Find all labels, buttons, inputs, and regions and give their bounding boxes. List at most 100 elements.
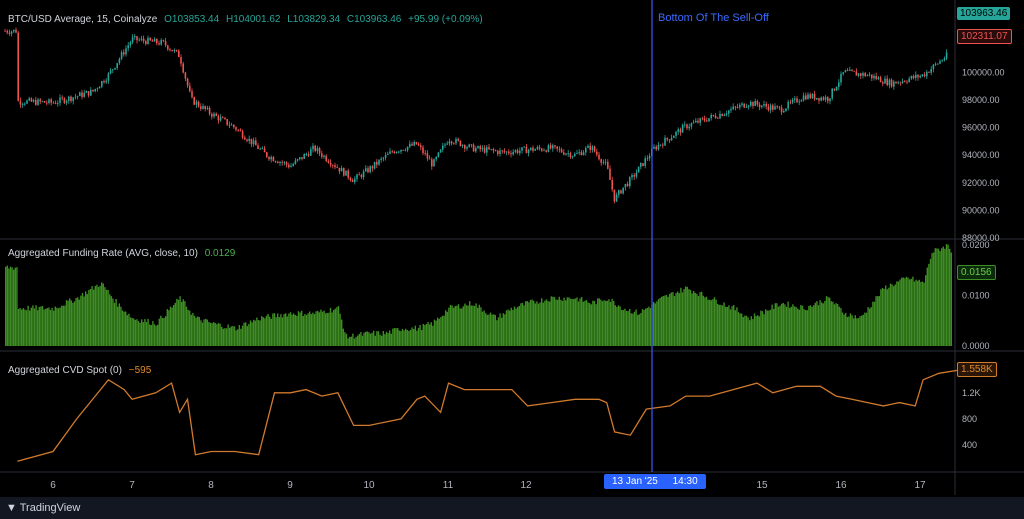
price-candle-body	[767, 106, 770, 111]
price-candle-body	[409, 143, 411, 147]
funding-bar	[813, 305, 815, 346]
funding-bar	[46, 307, 48, 346]
funding-bar	[213, 322, 215, 346]
funding-bar	[854, 315, 856, 346]
cvd-axis-tick: 1.2K	[962, 388, 981, 398]
funding-bar	[941, 248, 943, 346]
funding-bar	[185, 306, 188, 346]
funding-bar	[472, 305, 474, 346]
price-candle-body	[747, 105, 750, 107]
price-candle-body	[477, 146, 479, 149]
funding-bar	[142, 322, 144, 346]
funding-bar	[600, 299, 602, 346]
funding-bar	[888, 287, 890, 346]
funding-bar	[630, 313, 632, 346]
funding-bar	[277, 313, 279, 346]
price-candle-body	[604, 161, 607, 163]
funding-bar	[725, 306, 727, 346]
price-candle-body	[270, 157, 272, 160]
funding-bar	[574, 298, 576, 346]
price-candle-body	[719, 113, 721, 119]
funding-bar	[381, 335, 383, 346]
funding-bar	[638, 314, 640, 346]
funding-bar	[464, 303, 466, 346]
price-candle-body	[688, 126, 690, 129]
price-candle-body	[734, 106, 737, 108]
funding-bar	[376, 331, 378, 346]
funding-bar	[907, 277, 909, 346]
funding-bar	[317, 310, 319, 346]
price-candle-body	[505, 151, 508, 153]
funding-bar	[520, 303, 522, 346]
funding-bar	[157, 324, 159, 346]
price-candle-body	[875, 75, 877, 79]
price-candle-body	[765, 104, 767, 107]
funding-bar	[723, 302, 725, 346]
funding-bar	[747, 317, 749, 346]
funding-bar	[801, 305, 804, 346]
funding-bar	[6, 265, 8, 346]
funding-bar	[216, 324, 218, 346]
price-candle-body	[274, 161, 277, 162]
funding-bar	[273, 313, 276, 346]
funding-bar	[549, 301, 551, 346]
funding-bar	[171, 307, 173, 346]
price-candle-body	[587, 145, 589, 148]
price-candle-body	[336, 167, 338, 168]
price-candle-body	[475, 148, 477, 152]
price-candle-body	[70, 96, 72, 102]
price-candle-body	[530, 147, 532, 150]
price-candle-body	[917, 74, 919, 78]
price-candle-body	[426, 153, 429, 159]
price-candle-body	[791, 99, 794, 103]
funding-bar	[366, 331, 368, 346]
price-candle-body	[538, 147, 541, 149]
funding-bar	[321, 311, 324, 346]
funding-bar	[30, 307, 32, 346]
price-candle-body	[554, 145, 556, 147]
funding-bar	[846, 317, 848, 346]
funding-bar	[761, 311, 764, 346]
funding-bar	[281, 317, 284, 346]
funding-bar	[233, 326, 236, 346]
funding-bar	[227, 324, 229, 346]
price-candle-body	[288, 164, 290, 168]
price-candle-body	[578, 152, 580, 154]
funding-bar	[304, 314, 306, 346]
price-candle-body	[831, 88, 833, 99]
funding-bar	[160, 315, 162, 346]
funding-bar	[614, 305, 616, 346]
cvd-legend: Aggregated CVD Spot (0) −595	[8, 365, 155, 376]
funding-bar	[643, 309, 645, 346]
funding-bar	[264, 318, 266, 346]
price-candle-body	[591, 146, 594, 150]
funding-bar	[145, 322, 148, 346]
funding-bar	[81, 292, 84, 346]
funding-bar	[563, 297, 565, 346]
price-candle-body	[503, 150, 506, 153]
funding-bar	[704, 297, 706, 346]
funding-bar	[664, 295, 666, 346]
funding-bar	[310, 314, 312, 346]
funding-bar	[950, 252, 952, 346]
funding-bar	[205, 318, 207, 346]
price-candle-body	[41, 101, 44, 103]
price-candle-body	[239, 129, 242, 132]
price-candle-body	[912, 76, 915, 78]
price-candle-body	[721, 113, 723, 116]
funding-bar	[742, 317, 744, 346]
price-candle-body	[310, 149, 312, 156]
funding-bar	[576, 297, 578, 346]
funding-bar	[627, 311, 629, 346]
funding-bar	[11, 267, 13, 346]
price-candle-body	[646, 158, 649, 160]
funding-bar	[309, 311, 311, 346]
funding-bar	[123, 311, 125, 346]
funding-bar	[733, 305, 735, 346]
funding-bar	[526, 301, 528, 346]
funding-bar	[835, 303, 837, 346]
funding-bar	[832, 301, 834, 346]
funding-bar	[349, 336, 351, 346]
funding-bar	[137, 321, 140, 346]
price-candle-body	[72, 97, 74, 102]
